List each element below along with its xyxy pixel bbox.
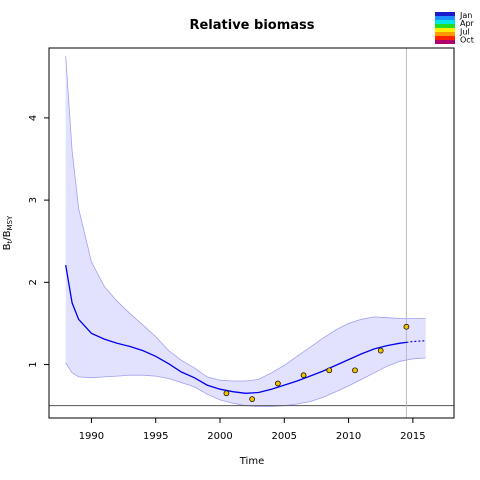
observation-point (377, 347, 384, 354)
legend-label: Jul (459, 27, 470, 36)
legend-color-swatch (435, 12, 455, 16)
observation-point (352, 367, 358, 374)
legend-color-swatch (435, 24, 455, 28)
legend-label: Jan (459, 11, 472, 20)
observation-point (249, 396, 255, 402)
observation-point (300, 372, 307, 379)
x-tick-label: 1995 (143, 431, 168, 442)
observation-point (403, 323, 410, 330)
y-axis-label: Bt/BMSY (2, 215, 14, 250)
plot-frame (48, 47, 455, 419)
y-axis-label-sub1: t (6, 240, 14, 243)
observation-point (326, 367, 333, 374)
x-tick-label: 2010 (336, 431, 361, 442)
y-tick-label: 2 (28, 279, 39, 285)
chart-title: Relative biomass (189, 18, 314, 33)
ci-upper-line (65, 56, 426, 382)
x-tick-label: 2015 (400, 431, 425, 442)
legend-label: Oct (460, 36, 474, 45)
legend-label: Apr (460, 19, 475, 28)
ci-lower-line (65, 357, 426, 407)
legend-color-swatch (435, 40, 455, 44)
legend-color-swatch (435, 36, 455, 40)
confidence-band (65, 56, 426, 407)
y-tick-label: 4 (28, 115, 39, 121)
y-tick-label: 3 (28, 197, 39, 203)
plot-area (49, 48, 454, 418)
observation-point (275, 380, 281, 387)
y-axis-label-sep: /B (2, 230, 13, 240)
estimate-line (65, 264, 407, 394)
x-tick-label: 2000 (207, 431, 232, 442)
legend-color-swatch (435, 28, 455, 32)
x-tick-label: 1990 (79, 431, 104, 442)
x-axis-label: Time (239, 456, 264, 467)
legend-color-swatch (435, 16, 455, 20)
legend-color-swatch (435, 32, 455, 36)
x-tick-label: 2005 (272, 431, 297, 442)
y-axis-label-base: B (2, 243, 13, 250)
legend-color-swatch (435, 20, 455, 24)
y-axis-label-sub2: MSY (6, 215, 14, 230)
observation-point (223, 390, 230, 397)
y-tick-label: 1 (28, 361, 39, 367)
